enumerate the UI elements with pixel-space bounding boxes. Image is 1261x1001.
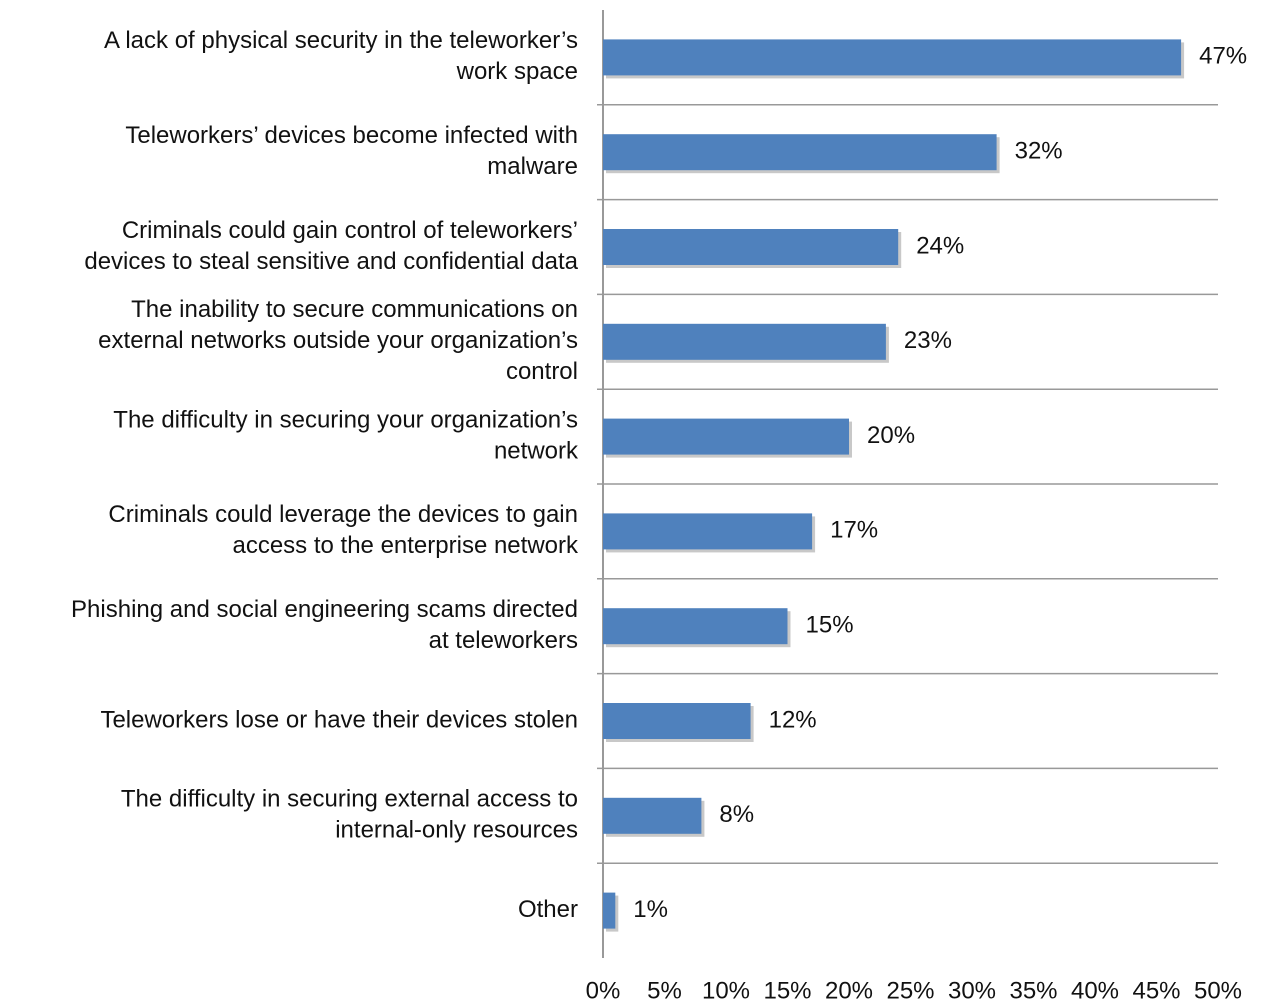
- category-label: Criminals could leverage the devices to …: [108, 501, 578, 528]
- value-label: 20%: [867, 422, 915, 449]
- x-tick-label: 45%: [1132, 977, 1180, 1001]
- bar: [603, 134, 997, 171]
- category-label: Teleworkers’ devices become infected wit…: [125, 122, 578, 149]
- category-label: Teleworkers lose or have their devices s…: [100, 706, 578, 733]
- category-label: devices to steal sensitive and confident…: [84, 248, 578, 275]
- bar: [603, 229, 899, 265]
- bar: [603, 797, 702, 834]
- x-tick-label: 40%: [1071, 977, 1119, 1001]
- category-label: at teleworkers: [429, 627, 578, 654]
- value-label: 15%: [806, 612, 854, 639]
- value-label: 32%: [1015, 138, 1063, 165]
- bar: [603, 513, 813, 550]
- x-tick-label: 35%: [1009, 977, 1057, 1001]
- x-tick-label: 30%: [948, 977, 996, 1001]
- category-label: malware: [487, 153, 578, 180]
- category-label: Other: [518, 896, 578, 923]
- category-label: Phishing and social engineering scams di…: [71, 596, 578, 623]
- category-label: internal-only resources: [335, 817, 578, 844]
- category-label: network: [494, 437, 579, 464]
- category-label: The difficulty in securing external acce…: [121, 786, 578, 813]
- value-label: 47%: [1199, 43, 1247, 70]
- bar: [603, 418, 849, 455]
- x-tick-label: 50%: [1194, 977, 1242, 1001]
- category-label: A lack of physical security in the telew…: [104, 27, 578, 54]
- value-label: 23%: [904, 327, 952, 354]
- category-label: work space: [456, 58, 578, 85]
- category-label: The difficulty in securing your organiza…: [113, 406, 578, 433]
- value-label: 1%: [633, 896, 668, 923]
- x-tick-label: 20%: [825, 977, 873, 1001]
- bar: [603, 608, 788, 645]
- value-label: 8%: [719, 801, 754, 828]
- category-label: access to the enterprise network: [232, 532, 579, 559]
- bar: [603, 892, 616, 929]
- value-label: 12%: [769, 706, 817, 733]
- bar: [603, 323, 886, 360]
- bar: [603, 703, 751, 739]
- x-tick-label: 10%: [702, 977, 750, 1001]
- value-label: 24%: [916, 232, 964, 259]
- x-tick-label: 0%: [586, 977, 621, 1001]
- x-tick-label: 25%: [886, 977, 934, 1001]
- category-label: The inability to secure communications o…: [131, 296, 578, 323]
- category-label: external networks outside your organizat…: [98, 327, 578, 354]
- category-label: Criminals could gain control of telework…: [122, 217, 578, 244]
- bar: [603, 39, 1182, 76]
- value-label: 17%: [830, 517, 878, 544]
- x-tick-label: 15%: [763, 977, 811, 1001]
- category-label: control: [506, 358, 578, 385]
- x-tick-label: 5%: [647, 977, 682, 1001]
